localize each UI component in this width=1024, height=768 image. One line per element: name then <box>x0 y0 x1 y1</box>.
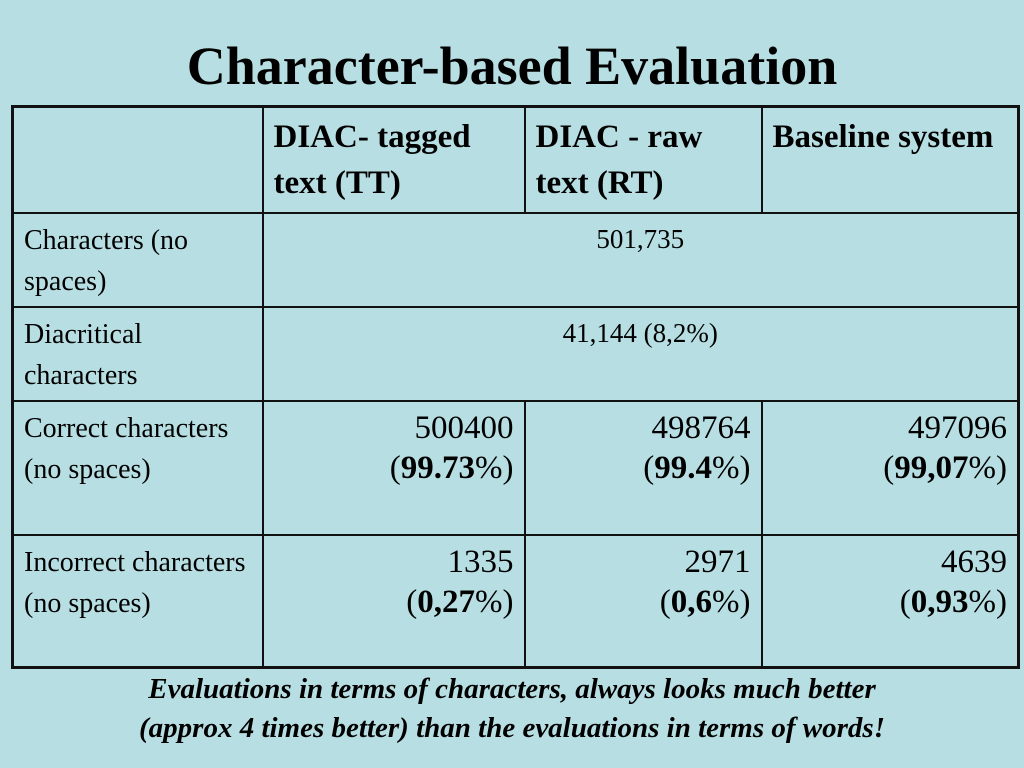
incorrect-tt-cell: 1335 (0,27%) <box>261 533 526 669</box>
correct-rt-cell: 498764 (99.4%) <box>523 399 763 536</box>
correct-baseline-count: 497096 <box>908 409 1007 446</box>
slide-title: Character-based Evaluation <box>186 36 838 96</box>
header-diac-raw: DIAC - raw text (RT) <box>523 105 763 214</box>
incorrect-tt-count: 1335 <box>447 543 514 580</box>
diacritical-total-value: 41,144 (8,2%) <box>261 305 1020 402</box>
header-diac-tagged: DIAC- tagged text (TT) <box>261 105 526 214</box>
incorrect-rt-count: 2971 <box>684 543 751 580</box>
correct-tt-percent: (99.73%) <box>389 449 514 486</box>
footnote-line-1: Evaluations in terms of characters, alwa… <box>148 673 876 705</box>
incorrect-rt-cell: 2971 (0,6%) <box>523 533 763 669</box>
row-label-incorrect: Incorrect characters (no spaces) <box>11 533 264 669</box>
correct-rt-percent: (99.4%) <box>643 449 751 486</box>
incorrect-baseline-percent: (0,93%) <box>899 583 1007 620</box>
header-corner-cell <box>11 105 264 214</box>
correct-tt-count: 500400 <box>414 409 514 446</box>
incorrect-tt-percent: (0,27%) <box>406 583 514 620</box>
row-label-diacritical: Diacritical characters <box>11 305 264 402</box>
row-label-correct: Correct characters (no spaces) <box>11 399 264 536</box>
table-row: Diacritical characters 41,144 (8,2%) <box>11 305 1020 402</box>
footnote-line-2: (approx 4 times better) than the evaluat… <box>139 712 885 744</box>
incorrect-baseline-count: 4639 <box>941 543 1007 580</box>
evaluation-table: DIAC- tagged text (TT) DIAC - raw text (… <box>11 105 1020 669</box>
header-baseline: Baseline system <box>760 105 1020 214</box>
table-header-row: DIAC- tagged text (TT) DIAC - raw text (… <box>11 105 1020 214</box>
correct-baseline-cell: 497096 (99,07%) <box>760 399 1020 536</box>
incorrect-baseline-cell: 4639 (0,93%) <box>760 533 1020 669</box>
footnote: Evaluations in terms of characters, alwa… <box>0 670 1024 748</box>
correct-baseline-percent: (99,07%) <box>883 449 1007 486</box>
incorrect-rt-percent: (0,6%) <box>659 583 751 620</box>
row-label-characters: Characters (no spaces) <box>11 211 264 308</box>
table-row: Characters (no spaces) 501,735 <box>11 211 1020 308</box>
correct-rt-count: 498764 <box>651 409 751 446</box>
correct-tt-cell: 500400 (99.73%) <box>261 399 526 536</box>
table-row: Incorrect characters (no spaces) 1335 (0… <box>11 533 1020 669</box>
characters-total-value: 501,735 <box>261 211 1020 308</box>
table-row: Correct characters (no spaces) 500400 (9… <box>11 399 1020 536</box>
